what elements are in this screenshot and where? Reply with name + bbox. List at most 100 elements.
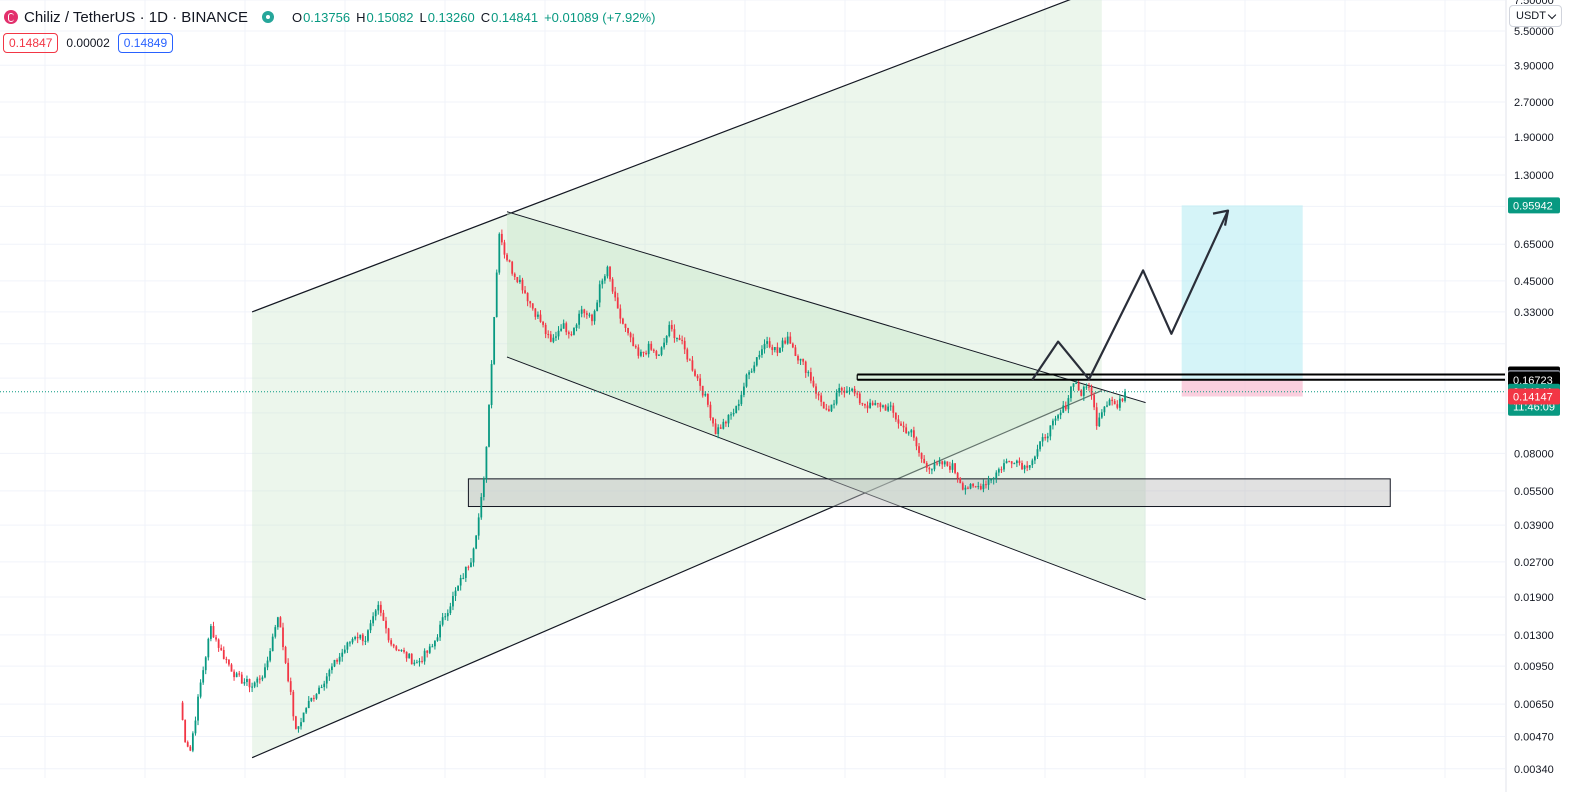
candle-body [634,345,637,348]
candle-body [606,266,609,277]
candle-body [611,279,614,292]
candle-body [549,334,552,342]
candle-body [647,343,650,355]
candle-body [719,427,722,429]
candle-body [1039,441,1041,450]
symbol-legend: Chiliz / TetherUS · 1D · BINANCE O0.1375… [4,6,655,28]
spread-value: 0.00002 [66,36,110,50]
price-axis-tick-label: 0.00470 [1514,731,1554,743]
symbol-title[interactable]: Chiliz / TetherUS · 1D · BINANCE [24,8,248,26]
candle-body [629,333,632,338]
candle-body [318,687,320,694]
candle-body [305,708,308,713]
price-axis-tick-label: 0.08000 [1514,448,1554,460]
sell-button[interactable]: 0.14847 [3,33,59,53]
candle-body [354,636,356,639]
candle-body [1008,461,1011,463]
candle-body [359,634,362,639]
candle-body [379,604,382,613]
candle-body [279,617,282,628]
candle-body [616,297,619,309]
candle-body [791,343,794,348]
candle-body [797,356,799,361]
candle-body [1118,398,1121,408]
candle-body [506,254,508,261]
candle-body [408,653,411,659]
candle-body [1036,449,1039,457]
currency-select[interactable]: USDT [1509,5,1562,27]
candle-body [385,620,387,629]
candle-body [874,403,877,406]
candle-body [902,425,905,428]
candle-body [696,375,699,379]
candle-body [660,347,663,355]
candle-body [879,403,882,407]
candle-body [416,662,418,664]
candle-body [500,233,503,243]
candle-body [588,314,591,316]
candle-body [583,309,586,314]
candle-body [361,634,364,642]
candle-body [395,646,398,650]
candle-body [243,682,246,684]
candle-body [426,650,429,653]
candle-body [225,658,228,660]
candle-body [521,279,524,291]
candle-body [779,347,781,353]
candle-body [210,626,212,639]
candle-body [601,280,604,285]
candle-body [1098,417,1101,427]
candle-body [871,402,874,406]
candle-body [753,365,756,372]
candle-body [676,337,678,339]
candle-body [325,676,328,684]
candle-body [282,627,284,648]
candle-body [1052,420,1054,426]
candle-body [712,417,714,424]
candle-body [861,403,864,405]
candle-body [812,380,815,387]
candle-body [691,360,694,371]
candle-body [1034,456,1036,461]
candle-body [1070,386,1072,399]
candle-body [619,308,622,319]
candle-body [907,432,910,434]
candle-body [1103,406,1106,413]
candle-body [256,678,259,683]
buy-button[interactable]: 0.14849 [117,33,174,53]
candle-body [580,309,583,314]
visibility-eye-icon[interactable] [261,11,274,23]
candle-body [866,405,869,409]
candle-body [333,659,336,667]
target-zone [1181,205,1303,380]
candle-body [470,562,472,568]
candle-body [972,483,974,487]
candle-body [593,310,596,322]
candle-body [1046,436,1049,439]
candle-body [1028,465,1031,468]
candle-body [743,386,745,395]
candle-body [253,682,256,687]
price-axis-tick-label: 5.50000 [1514,26,1554,38]
candle-body [570,334,573,336]
candle-body [274,627,277,637]
price-axis-tick-label: 3.90000 [1514,60,1554,72]
candle-body [418,660,421,663]
rising-channel-upper-line [251,0,1071,313]
candle-body [949,465,951,470]
candle-body [915,437,918,447]
candle-body [789,336,792,344]
candle-body [220,647,223,651]
candle-body [668,324,671,336]
candle-body [547,334,550,336]
candle-body [519,279,521,283]
candle-body [215,637,217,640]
candle-body [683,340,686,350]
candle-body [446,613,449,617]
candle-body [413,662,416,665]
candle-body [1003,463,1005,470]
candle-body [997,469,1000,473]
price-axis-tick-label: 0.65000 [1514,239,1554,251]
